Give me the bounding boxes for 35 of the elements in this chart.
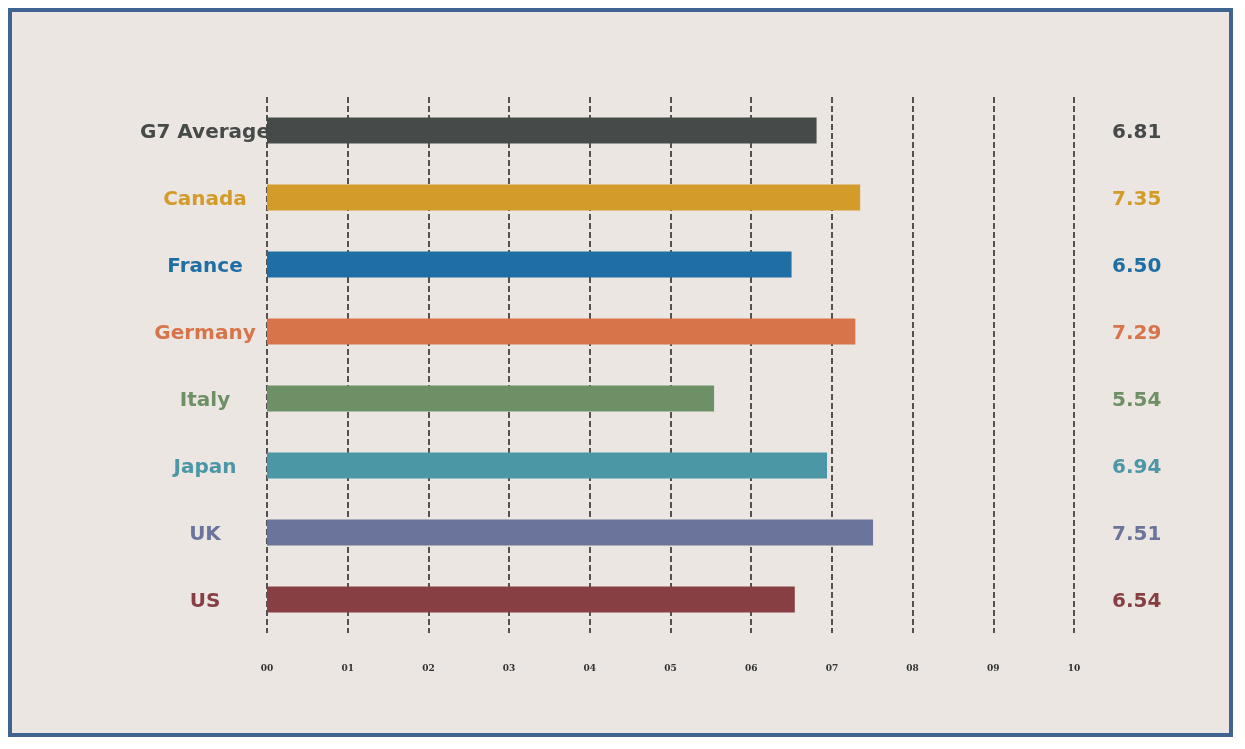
x-tick-label: 00 bbox=[260, 662, 274, 673]
bar bbox=[267, 519, 874, 546]
y-tick-label: G7 Average bbox=[140, 118, 270, 143]
x-tick-label: 10 bbox=[1067, 662, 1081, 673]
bar bbox=[267, 318, 856, 345]
bar bbox=[267, 586, 795, 613]
y-tick-label: US bbox=[189, 587, 221, 612]
y-tick-label: France bbox=[167, 252, 243, 277]
y-tick-label: UK bbox=[189, 520, 223, 545]
data-label: 6.81 bbox=[1112, 118, 1162, 143]
x-tick-label: 06 bbox=[744, 662, 758, 673]
data-label: 6.50 bbox=[1112, 252, 1162, 277]
y-tick-label: Germany bbox=[154, 319, 256, 344]
x-tick-label: 04 bbox=[583, 662, 597, 673]
y-tick-label: Japan bbox=[171, 453, 237, 478]
bar bbox=[267, 184, 861, 211]
data-label: 7.35 bbox=[1112, 185, 1162, 210]
data-label: 7.51 bbox=[1112, 520, 1162, 545]
x-tick-label: 07 bbox=[825, 662, 839, 673]
x-tick-label: 02 bbox=[422, 662, 435, 673]
bar bbox=[267, 385, 715, 412]
bar bbox=[267, 251, 792, 278]
y-tick-label: Canada bbox=[163, 185, 247, 210]
data-label: 6.94 bbox=[1112, 453, 1162, 478]
bar bbox=[267, 452, 828, 479]
y-tick-label: Italy bbox=[179, 386, 231, 411]
data-label: 7.29 bbox=[1112, 319, 1162, 344]
data-label: 5.54 bbox=[1112, 386, 1162, 411]
x-tick-label: 08 bbox=[906, 662, 919, 673]
x-tick-label: 05 bbox=[664, 662, 677, 673]
x-tick-label: 09 bbox=[987, 662, 1000, 673]
x-tick-label: 01 bbox=[341, 662, 354, 673]
bar bbox=[267, 117, 817, 144]
data-label: 6.54 bbox=[1112, 587, 1162, 612]
x-tick-label: 03 bbox=[502, 662, 516, 673]
